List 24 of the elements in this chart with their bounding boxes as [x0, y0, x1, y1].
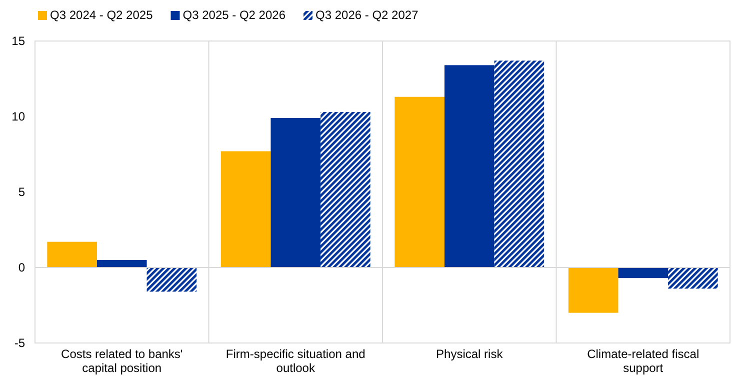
- bar: [220, 151, 271, 268]
- legend-label: Q3 2025 - Q2 2026: [182, 8, 286, 22]
- x-tick-label: Physical risk: [436, 347, 504, 361]
- y-tick-label: 5: [18, 184, 26, 199]
- bar: [618, 268, 668, 278]
- x-tick-label: Firm-specific situation and outlook: [226, 347, 366, 375]
- y-tick-label: 10: [12, 109, 26, 124]
- bar: [668, 268, 718, 289]
- bar: [494, 60, 544, 268]
- bar: [444, 65, 494, 268]
- y-tick-label: -5: [14, 336, 26, 350]
- y-tick-label: 15: [12, 34, 26, 48]
- bar: [96, 260, 147, 268]
- bar: [270, 118, 321, 268]
- bar: [146, 268, 197, 292]
- bar: [394, 96, 444, 268]
- legend-label: Q3 2026 - Q2 2027: [316, 8, 419, 22]
- y-tick-label: 0: [18, 260, 26, 274]
- x-tick-label: Costs related to banks' capital position: [61, 347, 183, 375]
- bar: [320, 112, 370, 268]
- x-tick-label: Climate-related fiscal support: [587, 347, 700, 375]
- bar: [568, 268, 618, 313]
- bar: [47, 242, 97, 268]
- legend-label: Q3 2024 - Q2 2025: [50, 8, 154, 22]
